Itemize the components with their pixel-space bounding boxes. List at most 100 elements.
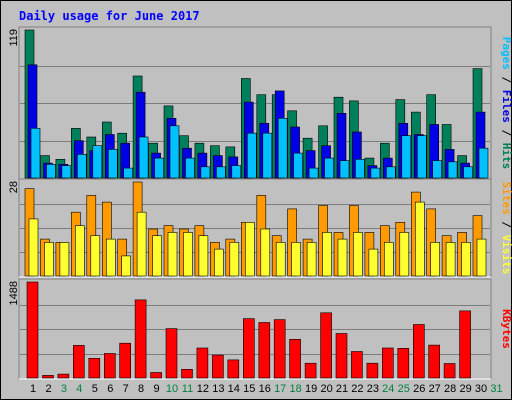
pages-bar-day-22 [355, 159, 365, 179]
pages-bar-day-3 [61, 165, 72, 179]
panel-2-ymax-label: 1488 [8, 281, 20, 305]
legend-part: Hits [500, 143, 512, 170]
visits-bar-day-20 [322, 232, 332, 277]
day-label-6: 6 [107, 383, 113, 395]
kbytes-bar-day-3 [57, 373, 70, 379]
day-label-17: 17 [274, 383, 286, 395]
pages-bar-day-16 [262, 132, 273, 179]
legend-part: Visits [500, 235, 512, 275]
kbytes-bar-day-25 [397, 347, 410, 379]
day-label-30: 30 [475, 383, 487, 395]
day-label-23: 23 [367, 383, 379, 395]
pages-bar-day-11 [185, 157, 195, 179]
day-label-1: 1 [30, 383, 36, 395]
pages-bar-day-15 [247, 132, 257, 179]
day-label-14: 14 [228, 383, 240, 395]
pages-bar-day-20 [324, 157, 334, 179]
pages-bar-day-24 [385, 166, 396, 179]
pages-bar-day-2 [46, 164, 56, 179]
pages-bar-day-4 [77, 154, 87, 179]
kbytes-bar-day-23 [366, 362, 379, 379]
pages-bar-day-17 [277, 118, 288, 179]
day-label-2: 2 [45, 383, 51, 395]
visits-bar-day-30 [476, 238, 487, 277]
pages-bar-day-1 [30, 128, 41, 179]
pages-bar-day-27 [432, 160, 443, 179]
visits-bar-day-7 [121, 255, 131, 277]
kbytes-bar-day-24 [381, 347, 394, 379]
visits-bar-day-14 [229, 242, 240, 277]
day-label-28: 28 [444, 383, 456, 395]
day-label-26: 26 [413, 383, 425, 395]
pages-bar-day-29 [463, 166, 473, 179]
legend-part: / [500, 215, 512, 235]
visits-bar-day-27 [430, 242, 441, 277]
kbytes-bar-day-18 [289, 338, 301, 379]
day-label-8: 8 [138, 383, 144, 395]
day-label-16: 16 [259, 383, 271, 395]
pages-bar-day-5 [92, 145, 103, 179]
legend-part: / [500, 123, 512, 143]
kbytes-bar-day-26 [412, 324, 425, 379]
day-label-10: 10 [166, 383, 178, 395]
pages-bar-day-21 [339, 160, 350, 179]
visits-bar-day-6 [106, 238, 116, 277]
day-label-9: 9 [154, 383, 160, 395]
visits-bar-day-13 [214, 248, 224, 277]
day-label-18: 18 [289, 383, 301, 395]
visits-bar-day-26 [414, 201, 425, 277]
pages-bar-day-18 [293, 152, 303, 179]
pages-bar-day-19 [308, 167, 319, 179]
visits-bar-day-15 [245, 222, 255, 277]
kbytes-bar-day-9 [150, 372, 162, 379]
pages-bar-day-14 [231, 165, 242, 179]
kbytes-bar-day-2 [42, 375, 54, 379]
kbytes-bar-day-15 [243, 318, 255, 379]
day-label-15: 15 [243, 383, 255, 395]
kbytes-bar-day-11 [181, 368, 193, 379]
day-label-29: 29 [459, 383, 471, 395]
visits-bar-day-8 [136, 211, 147, 277]
visits-bar-day-5 [90, 235, 101, 277]
panel-2-legend: KBytes [500, 309, 512, 349]
visits-bar-day-23 [368, 248, 379, 277]
kbytes-bar-day-13 [212, 354, 224, 379]
pages-bar-day-6 [108, 149, 118, 179]
visits-bar-day-19 [306, 242, 317, 277]
kbytes-bar-day-20 [320, 312, 332, 379]
day-label-4: 4 [76, 383, 82, 395]
kbytes-bar-day-28 [443, 363, 456, 379]
visits-bar-day-12 [198, 235, 209, 277]
kbytes-bar-day-1 [26, 281, 39, 379]
kbytes-bar-day-29 [459, 310, 471, 379]
pages-bar-day-30 [478, 147, 489, 179]
day-label-20: 20 [320, 383, 332, 395]
legend-part: / [500, 70, 512, 90]
kbytes-bar-day-10 [165, 328, 178, 379]
kbytes-bar-day-8 [134, 299, 147, 379]
kbytes-bar-day-16 [258, 322, 271, 379]
visits-bar-day-4 [75, 225, 85, 277]
kbytes-bar-day-7 [119, 342, 131, 379]
day-label-27: 27 [429, 383, 441, 395]
visits-bar-day-17 [275, 242, 286, 277]
visits-bar-day-25 [399, 232, 410, 277]
panel-1-legend: Sites / Visits [500, 182, 512, 275]
visits-bar-day-29 [461, 242, 471, 277]
kbytes-bar-day-5 [88, 357, 101, 379]
visits-bar-day-2 [44, 242, 54, 277]
kbytes-bar-day-22 [351, 351, 363, 379]
day-label-25: 25 [398, 383, 410, 395]
legend-part: KBytes [500, 309, 512, 349]
day-label-31: 31 [490, 383, 502, 395]
pages-bar-day-23 [370, 167, 381, 179]
kbytes-bar-day-14 [227, 359, 240, 379]
pages-bar-day-10 [169, 125, 180, 179]
day-label-3: 3 [61, 383, 67, 395]
kbytes-bar-day-19 [304, 362, 317, 379]
panel-1-ymax-label: 28 [8, 181, 20, 193]
pages-bar-day-9 [154, 157, 164, 179]
kbytes-bar-day-21 [335, 333, 348, 379]
legend-part: Files [500, 90, 512, 123]
